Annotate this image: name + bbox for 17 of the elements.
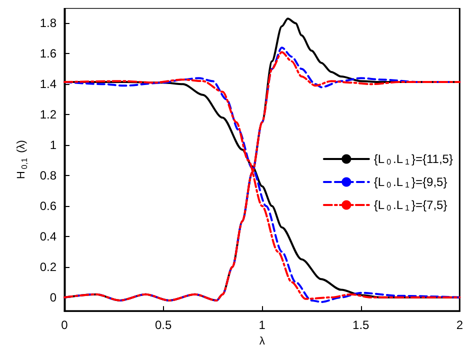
y-tick-label: 0.6	[40, 199, 57, 214]
x-tick-label: 2	[456, 318, 464, 332]
y-tick-label: 0	[50, 290, 57, 304]
x-axis-title: λ	[259, 336, 266, 348]
x-tick-label: 0	[61, 318, 68, 332]
x-tick-label: 1	[258, 318, 266, 332]
x-tick-label: 1.5	[352, 318, 370, 332]
y-axis-title: H0,1 (λ)	[16, 140, 29, 180]
y-tick-label: 0.2	[40, 260, 57, 274]
x-tick-label: 0.5	[154, 318, 172, 332]
y-tick-label: 0.8	[40, 168, 57, 183]
y-tick-label: 1.4	[40, 77, 57, 92]
y-tick-label: 1.6	[40, 46, 57, 61]
y-tick-label: 1	[50, 138, 57, 152]
y-tick-label: 1.2	[40, 108, 57, 122]
y-tick-label: 0.4	[40, 229, 57, 244]
y-tick-label: 1.8	[40, 16, 57, 30]
